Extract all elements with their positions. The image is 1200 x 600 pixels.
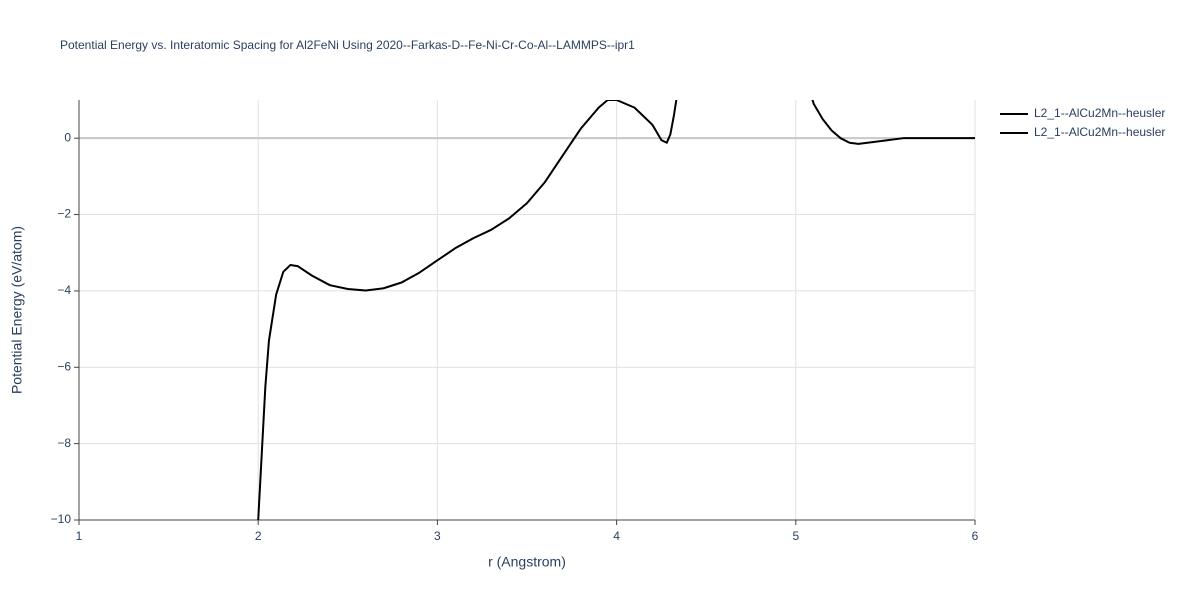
x-tick-label: 2 — [255, 529, 262, 543]
legend: L2_1--AlCu2Mn--heusler L2_1--AlCu2Mn--heu… — [1000, 106, 1165, 139]
x-tick-label: 4 — [613, 529, 620, 543]
grid — [74, 100, 976, 525]
legend-label: L2_1--AlCu2Mn--heusler — [1034, 125, 1165, 139]
x-tick-label: 6 — [972, 529, 979, 543]
x-tick-label: 5 — [792, 529, 799, 543]
y-tick-label: −8 — [57, 436, 71, 450]
legend-label: L2_1--AlCu2Mn--heusler — [1034, 106, 1165, 120]
x-tick-label: 3 — [434, 529, 441, 543]
series-line — [811, 100, 975, 145]
y-axis-label: Potential Energy (eV/atom) — [9, 226, 25, 394]
x-axis-label: r (Angstrom) — [488, 554, 566, 570]
y-tick-label: −2 — [57, 207, 71, 221]
x-tick-label: 1 — [76, 529, 83, 543]
y-tick-label: −6 — [57, 359, 71, 373]
y-tick-label: −10 — [51, 512, 72, 526]
chart-title: Potential Energy vs. Interatomic Spacing… — [60, 38, 635, 52]
plot-area — [257, 100, 975, 520]
series-line — [257, 100, 678, 520]
y-tick-label: 0 — [64, 130, 71, 144]
y-tick-label: −4 — [57, 283, 71, 297]
